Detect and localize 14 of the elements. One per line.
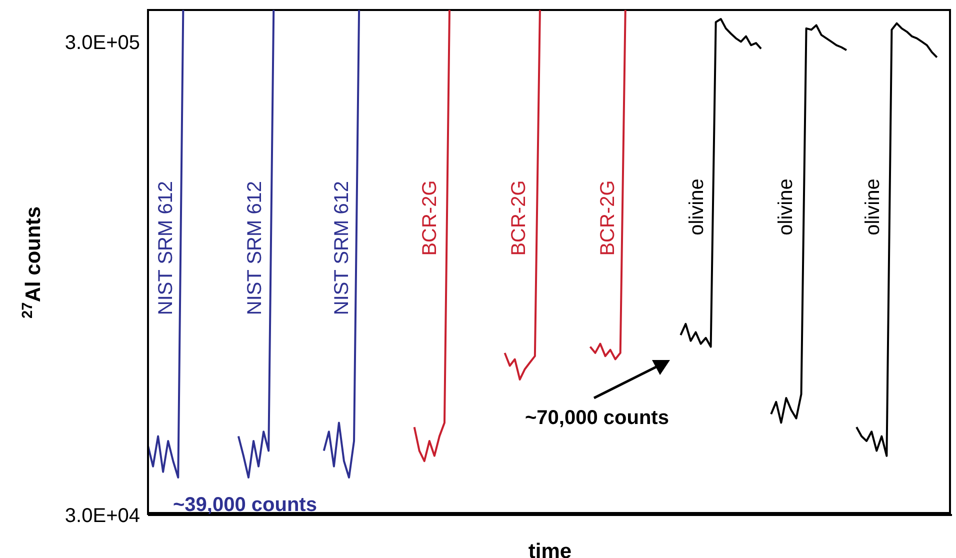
annotation: BCR-2G xyxy=(508,180,530,256)
annotation: NIST SRM 612 xyxy=(155,180,177,316)
annotation: ~39,000 counts xyxy=(173,494,317,516)
x-axis-title: time xyxy=(528,540,572,558)
y-tick-label: 3.0E+04 xyxy=(64,505,140,528)
annotation: NIST SRM 612 xyxy=(331,180,353,316)
annotation: olivine xyxy=(862,178,884,236)
y-tick-label: 3.0E+05 xyxy=(64,32,140,54)
annotation: BCR-2G xyxy=(597,180,619,256)
annotation: BCR-2G xyxy=(419,180,441,256)
annotation: ~70,000 counts xyxy=(525,407,669,429)
annotation: NIST SRM 612 xyxy=(244,180,266,316)
annotation: olivine xyxy=(775,178,797,236)
annotation: olivine xyxy=(686,178,708,236)
